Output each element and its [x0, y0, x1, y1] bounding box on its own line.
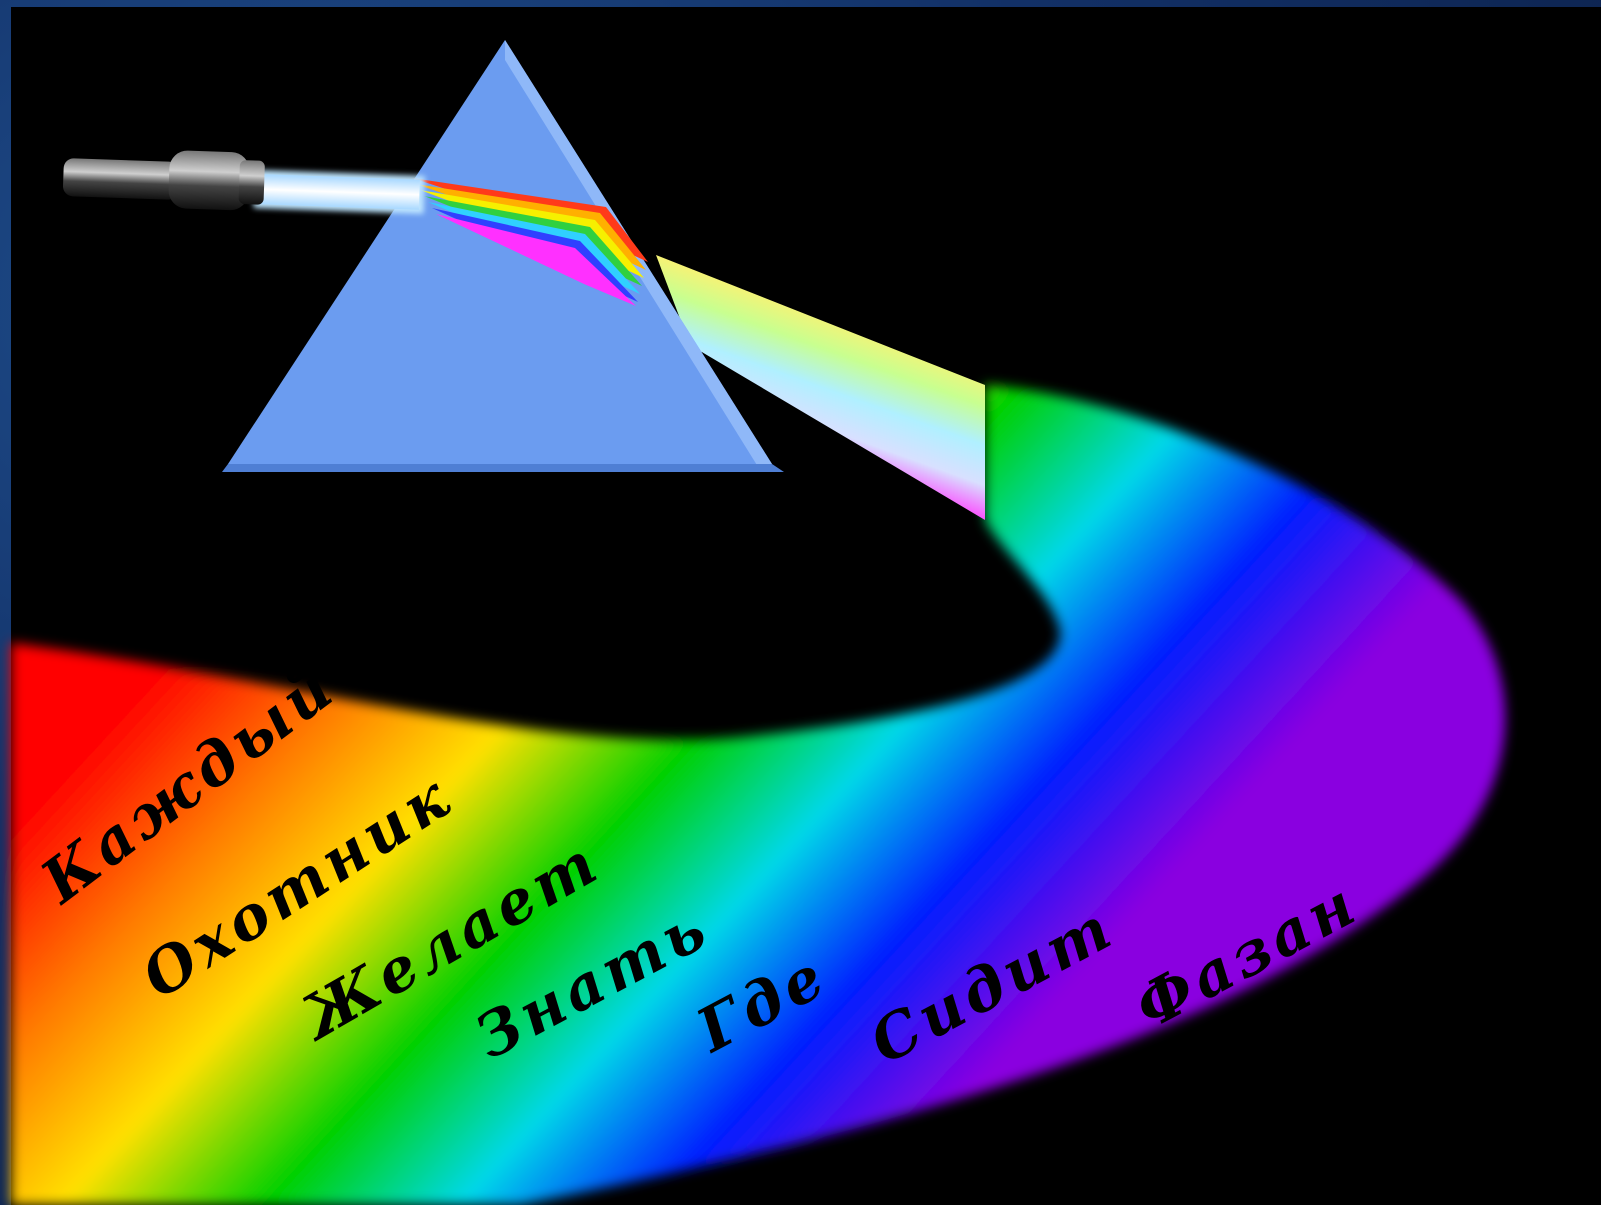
incident-light-beam	[253, 170, 425, 214]
refracted-beam-in-prism	[412, 178, 648, 306]
triangular-prism-icon	[222, 40, 784, 472]
dispersed-light-fan	[656, 255, 985, 520]
spectrum-band	[11, 385, 1506, 1205]
flashlight-icon	[63, 150, 265, 211]
